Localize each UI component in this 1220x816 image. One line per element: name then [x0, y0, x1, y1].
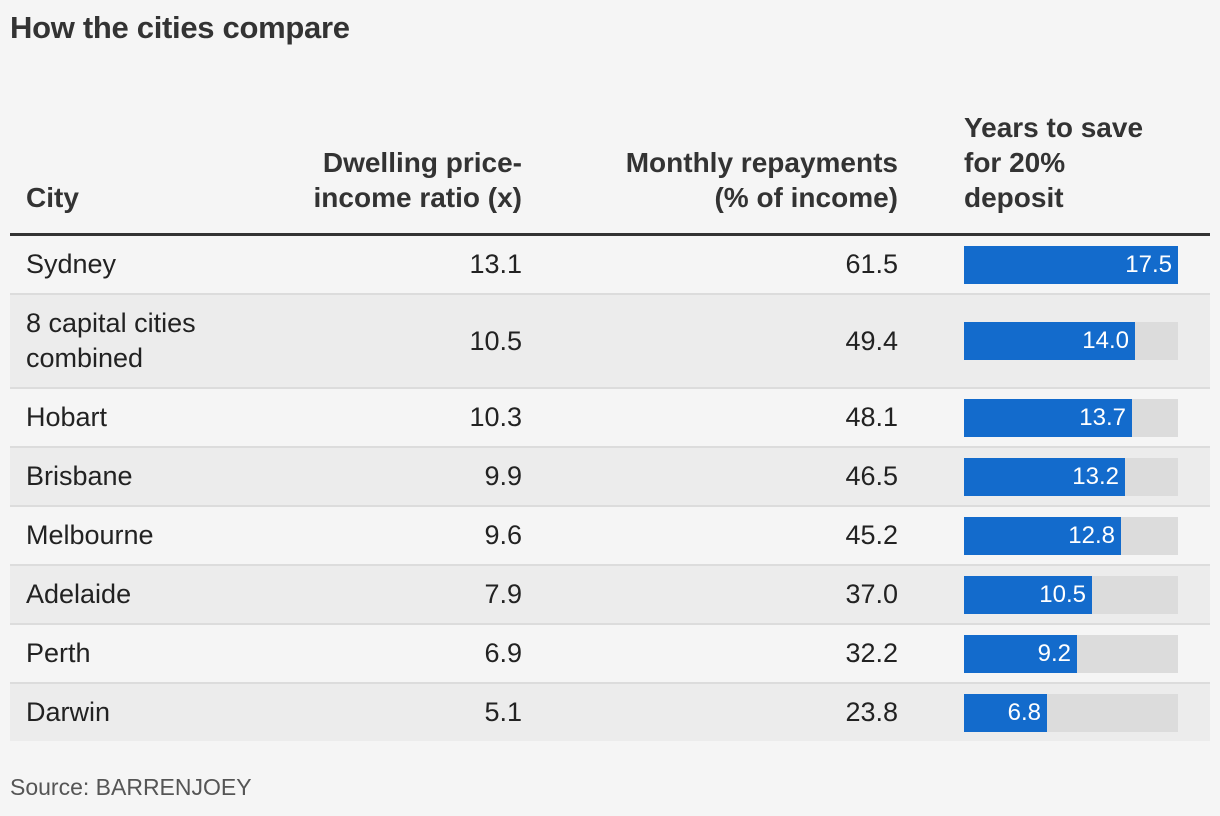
ratio-cell: 6.9: [484, 638, 522, 668]
city-cell: Darwin: [26, 697, 111, 727]
table-row: Adelaide 7.9 37.0 10.5: [10, 566, 1210, 625]
city-cell: Brisbane: [26, 461, 133, 491]
table-row: Sydney 13.1 61.5 17.5: [10, 236, 1210, 295]
years-bar-label: 10.5: [1039, 580, 1086, 608]
years-bar-label: 14.0: [1082, 327, 1129, 354]
repayments-cell: 23.8: [845, 697, 898, 727]
ratio-cell: 10.3: [469, 402, 522, 432]
city-cell: Perth: [26, 638, 91, 668]
years-bar-track: 17.5: [964, 245, 1178, 284]
years-bar: [964, 693, 1047, 732]
years-bar-track: 9.2: [964, 634, 1178, 673]
years-bar-track: 14.0: [964, 322, 1178, 360]
header-city: City: [26, 182, 79, 213]
years-bar: [964, 516, 1121, 555]
years-bar: [964, 322, 1135, 360]
years-bar-label: 9.2: [1037, 639, 1071, 667]
city-cell: Melbourne: [26, 520, 154, 550]
ratio-cell: 9.6: [484, 520, 522, 550]
years-bar: [964, 398, 1132, 437]
chart-title: How the cities compare: [10, 10, 350, 45]
table-header: City Dwelling price-income ratio (x) Mon…: [10, 104, 1210, 236]
table-row: Brisbane 9.9 46.5 13.2: [10, 448, 1210, 507]
table-row: 8 capital cities combined 10.5 49.4 14.0: [10, 295, 1210, 389]
repayments-cell: 48.1: [845, 402, 898, 432]
repayments-cell: 45.2: [845, 520, 898, 550]
header-years: Years to save for 20% deposit: [964, 112, 1144, 213]
table-body: Sydney 13.1 61.5 17.5 8 capital cities co…: [10, 236, 1210, 741]
table-row: Hobart 10.3 48.1 13.7: [10, 389, 1210, 448]
repayments-cell: 61.5: [845, 249, 898, 279]
years-bar-label: 12.8: [1068, 521, 1115, 549]
table-row: Melbourne 9.6 45.2 12.8: [10, 507, 1210, 566]
years-bar-track: 12.8: [964, 516, 1178, 555]
repayments-cell: 46.5: [845, 461, 898, 491]
ratio-cell: 9.9: [484, 461, 522, 491]
years-bar: [964, 634, 1077, 673]
years-bar-track: 13.7: [964, 398, 1178, 437]
table-row: Darwin 5.1 23.8 6.8: [10, 684, 1210, 741]
source-note: Source: BARRENJOEY: [10, 774, 252, 800]
ratio-cell: 7.9: [484, 579, 522, 609]
comparison-table: City Dwelling price-income ratio (x) Mon…: [10, 104, 1210, 741]
years-bar: [964, 575, 1092, 614]
city-cell: Sydney: [26, 249, 117, 279]
years-bar-label: 6.8: [1007, 698, 1041, 726]
years-bar-track: 13.2: [964, 457, 1178, 496]
years-bar: [964, 457, 1125, 496]
repayments-cell: 49.4: [845, 325, 898, 356]
years-bar: [964, 245, 1178, 284]
city-cell: Adelaide: [26, 579, 132, 609]
years-bar-track: 10.5: [964, 575, 1178, 614]
ratio-cell: 13.1: [469, 249, 522, 279]
ratio-cell: 10.5: [469, 325, 522, 356]
city-cell: Hobart: [26, 402, 108, 432]
header-ratio: Dwelling price-income ratio (x): [313, 147, 522, 213]
years-bar-label: 17.5: [1125, 250, 1172, 278]
years-bar-track: 6.8: [964, 693, 1178, 732]
ratio-cell: 5.1: [484, 697, 522, 727]
repayments-cell: 37.0: [845, 579, 898, 609]
years-bar-label: 13.2: [1072, 462, 1119, 490]
header-repayments: Monthly repayments (% of income): [625, 147, 898, 213]
city-cell: 8 capital cities combined: [26, 308, 196, 373]
repayments-cell: 32.2: [845, 638, 898, 668]
years-bar-label: 13.7: [1079, 403, 1126, 431]
table-row: Perth 6.9 32.2 9.2: [10, 625, 1210, 684]
